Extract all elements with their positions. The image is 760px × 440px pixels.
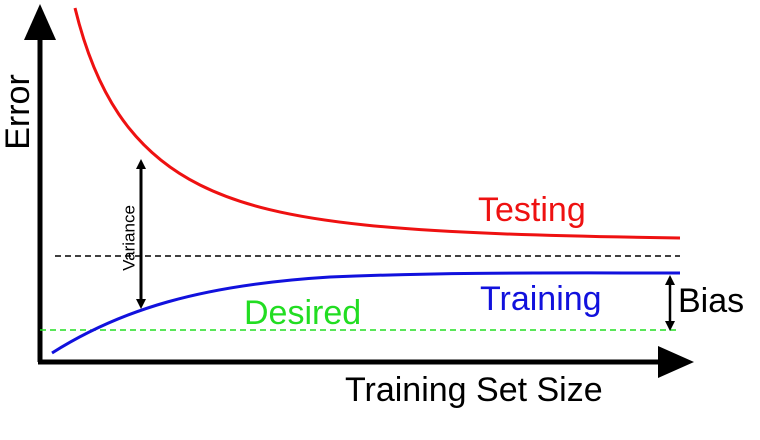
- testing-label: Testing: [478, 191, 586, 229]
- training-curve: [51, 271, 681, 355]
- x-axis-arrowhead: [658, 346, 694, 378]
- training-label: Training: [480, 280, 602, 318]
- y-axis-arrowhead: [24, 4, 56, 40]
- y-axis-label: Error: [0, 74, 37, 150]
- bias-label: Bias: [678, 282, 744, 320]
- x-axis-label: Training Set Size: [345, 371, 603, 409]
- testing-curve: [73, 7, 681, 240]
- desired-label: Desired: [244, 294, 361, 332]
- variance-label: Variance: [119, 205, 138, 271]
